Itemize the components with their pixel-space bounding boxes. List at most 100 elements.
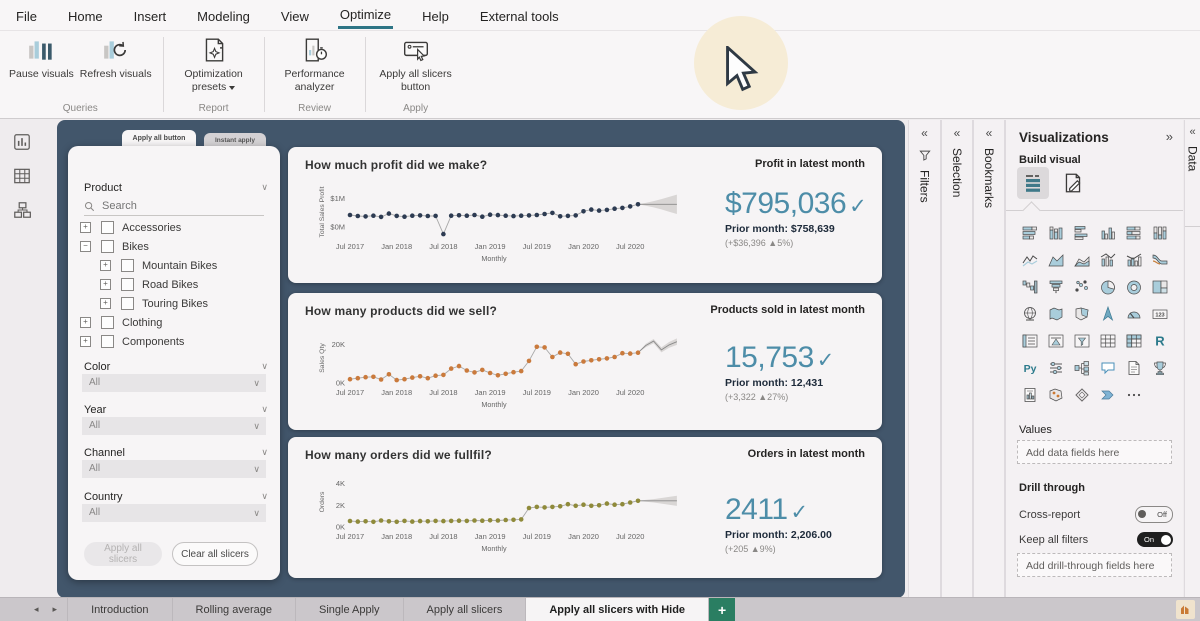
page-tab-apply-all-slicers[interactable]: Apply all slicers <box>404 598 527 621</box>
tree-item-bikes[interactable]: − Bikes <box>68 237 280 256</box>
menu-item-file[interactable]: File <box>16 8 37 24</box>
slicer-tab-instant-apply[interactable]: Instant apply <box>204 133 266 148</box>
menu-item-external-tools[interactable]: External tools <box>479 8 559 24</box>
metrics-icon[interactable] <box>1147 354 1173 381</box>
checkbox-clothing[interactable] <box>101 316 114 329</box>
build-visual-button[interactable] <box>1017 167 1049 199</box>
tree-expander-icon[interactable]: + <box>80 336 91 347</box>
menu-item-view[interactable]: View <box>280 8 309 24</box>
expand-bookmarks-icon[interactable]: « <box>985 126 993 140</box>
decomposition-tree-icon[interactable] <box>1069 354 1095 381</box>
checkbox-road-bikes[interactable] <box>121 278 134 291</box>
smart-narrative-icon[interactable] <box>1121 354 1147 381</box>
r-script-visual-icon[interactable]: R <box>1147 327 1173 354</box>
model-view-icon[interactable] <box>12 200 32 220</box>
selection-pane-collapsed[interactable]: « Selection <box>941 120 973 598</box>
report-view-icon[interactable] <box>12 132 32 152</box>
tree-item-road-bikes[interactable]: + Road Bikes <box>68 275 280 294</box>
channel-dropdown[interactable]: All ∨ <box>82 460 266 478</box>
tree-item-touring-bikes[interactable]: + Touring Bikes <box>68 294 280 313</box>
line-clustered-column-chart-icon[interactable] <box>1121 246 1147 273</box>
keep-all-filters-toggle[interactable]: On <box>1137 532 1173 547</box>
chevron-down-icon[interactable]: ∨ <box>261 182 268 192</box>
100-stacked-column-chart-icon[interactable] <box>1147 219 1173 246</box>
ribbon-chart-icon[interactable] <box>1147 246 1173 273</box>
data-pane-collapsed[interactable]: « Data <box>1184 120 1200 598</box>
menu-item-insert[interactable]: Insert <box>133 8 167 24</box>
tree-expander-icon[interactable]: + <box>100 298 111 309</box>
menu-item-help[interactable]: Help <box>422 8 449 24</box>
paginated-report-icon[interactable] <box>1017 381 1043 408</box>
parameters-slider-icon[interactable] <box>1043 354 1069 381</box>
add-page-button[interactable]: + <box>709 598 736 621</box>
card-icon[interactable]: 123 <box>1147 300 1173 327</box>
power-automate-icon[interactable] <box>1095 381 1121 408</box>
drill-through-field-well[interactable]: Add drill-through fields here <box>1017 553 1172 577</box>
checkbox-accessories[interactable] <box>101 221 114 234</box>
tree-item-clothing[interactable]: + Clothing <box>68 313 280 332</box>
matrix-icon[interactable] <box>1121 327 1147 354</box>
tree-expander-icon[interactable]: + <box>100 260 111 271</box>
expand-filters-icon[interactable]: « <box>921 126 928 140</box>
stacked-column-chart-icon[interactable] <box>1043 219 1069 246</box>
qa-visual-icon[interactable] <box>1095 354 1121 381</box>
chevron-down-icon[interactable]: ∨ <box>261 491 268 501</box>
line-stacked-column-chart-icon[interactable] <box>1095 246 1121 273</box>
table-icon[interactable] <box>1095 327 1121 354</box>
cross-report-toggle[interactable]: Off <box>1135 506 1173 523</box>
checkbox-mountain-bikes[interactable] <box>121 259 134 272</box>
pie-chart-icon[interactable] <box>1095 273 1121 300</box>
bookmarks-pane-collapsed[interactable]: « Bookmarks <box>973 120 1005 598</box>
data-view-icon[interactable] <box>12 166 32 186</box>
100-stacked-bar-chart-icon[interactable] <box>1121 219 1147 246</box>
expand-selection-icon[interactable]: « <box>953 126 961 140</box>
tree-expander-icon[interactable]: + <box>100 279 111 290</box>
optimization-presets-button[interactable]: Optimization presets <box>175 35 253 93</box>
more-visuals-icon[interactable] <box>1121 381 1147 408</box>
refresh-visuals-button[interactable]: Refresh visuals <box>80 35 152 81</box>
funnel-chart-icon[interactable] <box>1043 273 1069 300</box>
menu-item-home[interactable]: Home <box>67 8 103 24</box>
scatter-chart-icon[interactable] <box>1069 273 1095 300</box>
chevron-down-icon[interactable]: ∨ <box>261 447 268 457</box>
html-content-icon[interactable] <box>1069 381 1095 408</box>
area-chart-icon[interactable] <box>1043 246 1069 273</box>
search-input[interactable] <box>100 199 254 213</box>
tree-item-accessories[interactable]: + Accessories <box>68 218 280 237</box>
tree-expander-icon[interactable]: + <box>80 317 91 328</box>
prev-page-icon[interactable]: ◂ <box>34 604 39 614</box>
chevron-down-icon[interactable]: ∨ <box>261 361 268 371</box>
country-dropdown[interactable]: All ∨ <box>82 504 266 522</box>
year-dropdown[interactable]: All ∨ <box>82 417 266 435</box>
waterfall-chart-icon[interactable] <box>1017 273 1043 300</box>
filled-map-icon[interactable] <box>1043 300 1069 327</box>
page-tab-rolling-average[interactable]: Rolling average <box>173 598 296 621</box>
expand-data-icon[interactable]: « <box>1189 126 1196 138</box>
multi-row-card-icon[interactable] <box>1017 327 1043 354</box>
python-visual-icon[interactable]: Py <box>1017 354 1043 381</box>
menu-item-optimize[interactable]: Optimize <box>337 1 394 29</box>
filters-pane-collapsed[interactable]: « Filters <box>908 120 941 598</box>
apply-all-slicers-button[interactable]: Apply all slicers <box>84 542 162 566</box>
azure-map-icon[interactable] <box>1095 300 1121 327</box>
page-tab-apply-all-slicers-with-hide[interactable]: Apply all slicers with Hide <box>526 598 710 621</box>
menu-item-modeling[interactable]: Modeling <box>197 8 250 24</box>
slicer-icon[interactable] <box>1069 327 1095 354</box>
treemap-icon[interactable] <box>1147 273 1173 300</box>
page-tab-single-apply[interactable]: Single Apply <box>296 598 404 621</box>
shape-map-icon[interactable] <box>1069 300 1095 327</box>
stacked-area-chart-icon[interactable] <box>1069 246 1095 273</box>
checkbox-bikes[interactable] <box>101 240 114 253</box>
pause-visuals-button[interactable]: Pause visuals <box>9 35 74 81</box>
checkbox-touring-bikes[interactable] <box>121 297 134 310</box>
performance-analyzer-button[interactable]: Performance analyzer <box>276 35 354 93</box>
kpi-icon[interactable] <box>1043 327 1069 354</box>
stacked-bar-chart-icon[interactable] <box>1017 219 1043 246</box>
clustered-column-chart-icon[interactable] <box>1095 219 1121 246</box>
map-icon[interactable] <box>1017 300 1043 327</box>
collapse-visualizations-icon[interactable]: » <box>1165 129 1173 144</box>
apply-all-slicers-button-button[interactable]: Apply all slicers button <box>377 35 455 93</box>
arcgis-map-icon[interactable] <box>1043 381 1069 408</box>
page-tab-introduction[interactable]: Introduction <box>68 598 173 621</box>
tree-expander-icon[interactable]: + <box>80 222 91 233</box>
